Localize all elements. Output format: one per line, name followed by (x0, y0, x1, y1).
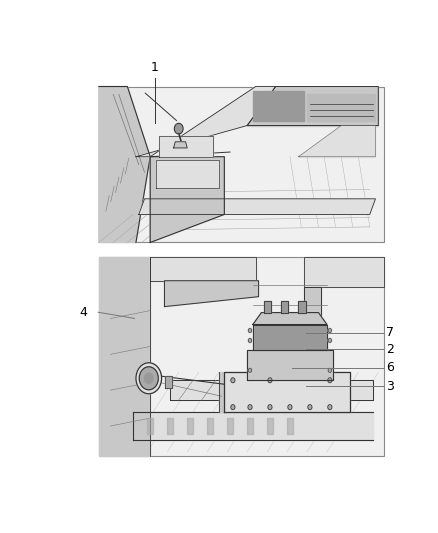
Circle shape (328, 405, 332, 409)
Circle shape (268, 378, 272, 383)
Circle shape (328, 338, 332, 343)
Text: 6: 6 (386, 361, 394, 374)
Polygon shape (150, 157, 224, 243)
Circle shape (231, 405, 235, 409)
Circle shape (268, 405, 272, 409)
Text: 3: 3 (386, 379, 394, 393)
Circle shape (308, 405, 312, 409)
Polygon shape (139, 199, 375, 214)
Polygon shape (159, 136, 213, 157)
Circle shape (145, 373, 153, 383)
Circle shape (288, 405, 292, 409)
Polygon shape (307, 94, 375, 121)
Polygon shape (253, 325, 327, 350)
Polygon shape (304, 287, 321, 327)
Circle shape (328, 368, 332, 373)
Polygon shape (298, 301, 306, 312)
Polygon shape (247, 350, 333, 380)
Circle shape (175, 125, 182, 133)
Polygon shape (219, 373, 224, 412)
Polygon shape (170, 380, 373, 400)
Text: 7: 7 (386, 326, 394, 340)
Bar (99, 257, 384, 456)
Polygon shape (99, 257, 150, 456)
Polygon shape (304, 257, 384, 287)
Polygon shape (133, 412, 373, 440)
Circle shape (139, 367, 158, 390)
Circle shape (136, 363, 162, 394)
Polygon shape (150, 257, 256, 281)
Text: 2: 2 (386, 343, 394, 356)
Polygon shape (156, 160, 219, 188)
Circle shape (248, 368, 252, 373)
Polygon shape (164, 281, 258, 306)
Circle shape (328, 328, 332, 333)
Circle shape (248, 338, 252, 343)
Polygon shape (247, 86, 378, 126)
Polygon shape (136, 86, 276, 157)
Polygon shape (224, 373, 350, 412)
Polygon shape (298, 126, 375, 157)
Text: 4: 4 (79, 306, 87, 319)
Polygon shape (165, 376, 172, 389)
Bar (99, 86, 384, 243)
Circle shape (248, 405, 252, 409)
Circle shape (231, 378, 235, 383)
Polygon shape (99, 86, 150, 243)
Polygon shape (173, 142, 187, 148)
Text: 1: 1 (151, 61, 159, 74)
Circle shape (328, 378, 332, 383)
Polygon shape (264, 301, 272, 312)
Polygon shape (253, 312, 327, 325)
Polygon shape (281, 301, 289, 312)
Circle shape (248, 328, 252, 333)
Polygon shape (253, 91, 304, 121)
